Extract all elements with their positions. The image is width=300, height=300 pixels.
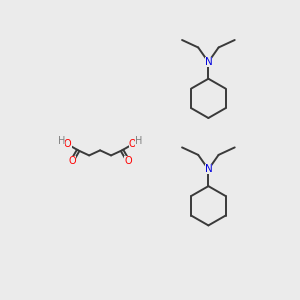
Text: O: O [129,139,136,149]
Text: H: H [135,136,142,146]
Text: O: O [124,156,132,166]
Text: H: H [58,136,65,146]
Text: N: N [205,164,212,174]
Text: N: N [205,57,212,67]
Text: N: N [205,57,212,67]
Text: N: N [205,164,212,174]
Text: O: O [68,156,76,166]
Text: O: O [64,139,71,149]
